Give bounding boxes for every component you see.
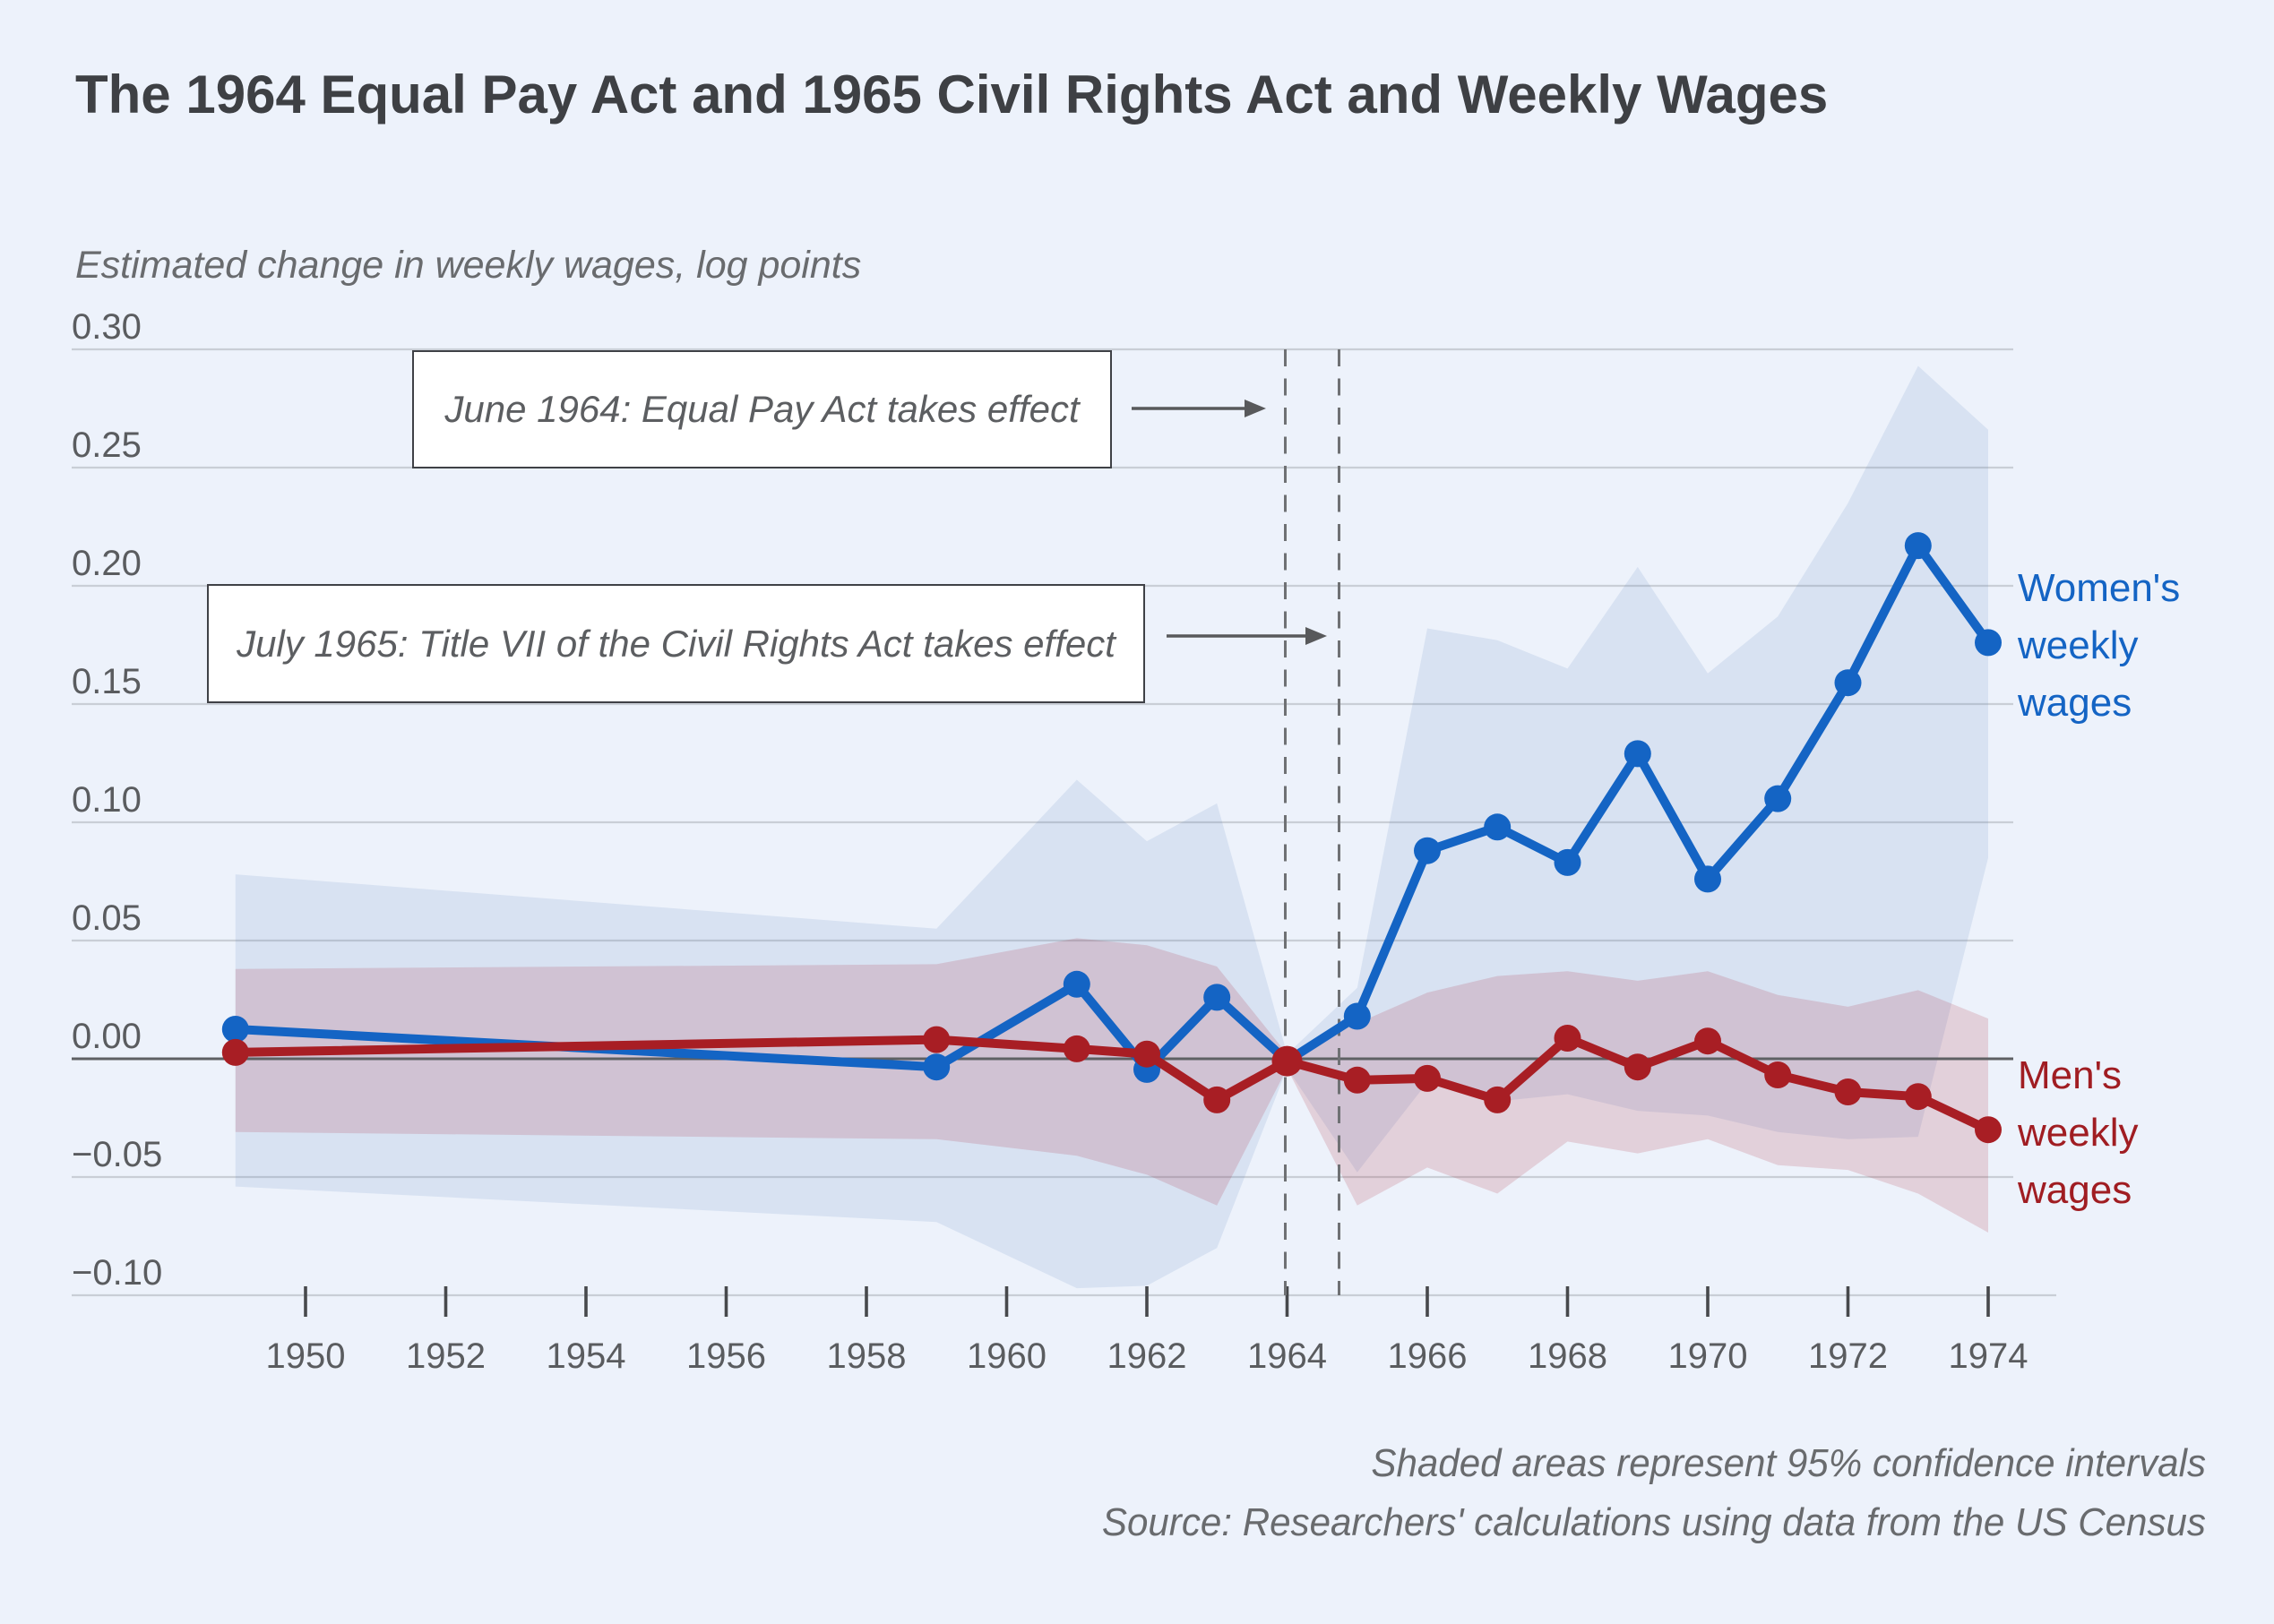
svg-text:1958: 1958 — [827, 1336, 907, 1376]
svg-text:1962: 1962 — [1107, 1336, 1187, 1376]
svg-text:0.05: 0.05 — [72, 898, 142, 938]
svg-text:1968: 1968 — [1528, 1336, 1607, 1376]
svg-text:1966: 1966 — [1388, 1336, 1468, 1376]
svg-text:1960: 1960 — [967, 1336, 1047, 1376]
svg-text:1970: 1970 — [1668, 1336, 1748, 1376]
svg-text:1974: 1974 — [1949, 1336, 2029, 1376]
svg-text:0.10: 0.10 — [72, 780, 142, 820]
svg-text:1952: 1952 — [406, 1336, 486, 1376]
svg-text:1954: 1954 — [547, 1336, 626, 1376]
svg-text:1956: 1956 — [686, 1336, 766, 1376]
svg-text:−0.05: −0.05 — [72, 1135, 162, 1174]
svg-text:0.15: 0.15 — [72, 662, 142, 701]
svg-text:0.20: 0.20 — [72, 544, 142, 583]
svg-text:1950: 1950 — [266, 1336, 346, 1376]
svg-text:1972: 1972 — [1808, 1336, 1888, 1376]
svg-text:0.25: 0.25 — [72, 425, 142, 465]
svg-text:−0.10: −0.10 — [72, 1253, 162, 1293]
svg-text:1964: 1964 — [1247, 1336, 1327, 1376]
svg-text:0.30: 0.30 — [72, 307, 142, 347]
svg-text:0.00: 0.00 — [72, 1017, 142, 1056]
